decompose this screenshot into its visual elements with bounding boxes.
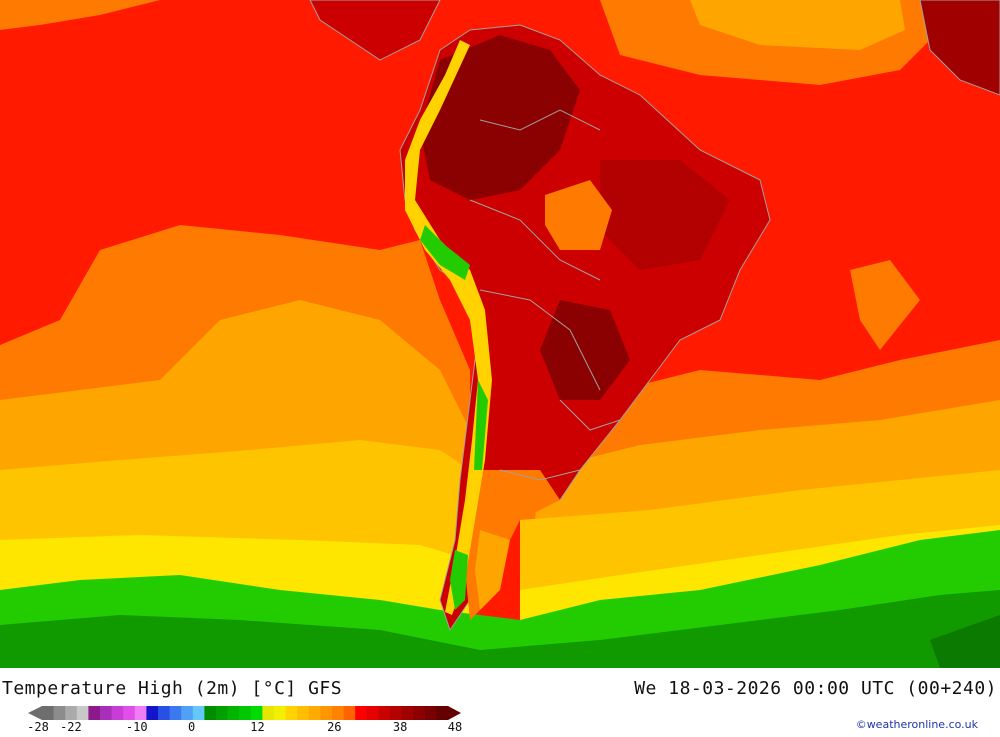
legend-swatch [227,706,240,720]
legend-swatch [401,706,414,720]
legend-labels: -28 -22 -10 0 12 26 38 48 [27,720,462,734]
legend-swatch [76,706,89,720]
legend-swatch [308,706,321,720]
legend-swatch [355,706,368,720]
legend-swatch [436,706,449,720]
land-hottest-amazon [420,35,580,200]
legend-swatch [239,706,252,720]
central-america [309,0,441,61]
credit-link[interactable]: ©weatheronline.co.uk [855,718,978,731]
legend-swatches [28,706,461,720]
country-borders [469,109,621,481]
legend-swatch [111,706,124,720]
ocean-orange-patch-atlantic [850,260,920,350]
legend-swatch [100,706,113,720]
map-datetime: We 18-03-2026 00:00 UTC (00+240) [634,678,997,699]
legend-swatch [332,706,345,720]
legend-swatch [158,706,171,720]
temperature-map [0,0,1000,668]
legend-swatch [366,706,379,720]
legend-tick-label: 26 [327,720,341,733]
legend-swatch [42,706,55,720]
legend-swatch [378,706,391,720]
legend-swatch [88,706,101,720]
land-warm-patch-brazil [545,180,612,250]
legend-arrow-low [28,706,42,720]
legend-swatch [274,706,287,720]
legend-swatch [146,706,159,720]
legend-tick-label: 0 [188,720,195,733]
land-mild-patagonia [475,530,510,610]
map-canvas [0,0,1000,668]
legend-swatch [424,706,437,720]
map-footer [0,668,1000,733]
legend-swatch [320,706,333,720]
legend-swatch [192,706,205,720]
andes-cool-strip [405,40,492,615]
legend-swatch [65,706,78,720]
andes-green-central [474,380,488,470]
color-legend: -28 -22 -10 0 12 26 38 48 [0,700,470,734]
legend-swatch [285,706,298,720]
legend-swatch [343,706,356,720]
legend-tick-label: -22 [60,720,82,733]
legend-swatch [297,706,310,720]
land-hot-brazil [600,160,730,270]
legend-swatch [53,706,66,720]
legend-tick-label: -10 [126,720,148,733]
legend-swatch [123,706,136,720]
ocean-orange-zone-nw [0,0,160,30]
legend-tick-label: 38 [393,720,407,733]
ocean-darkgreen-zone [0,590,1000,668]
legend-swatch [134,706,147,720]
legend-swatch [204,706,217,720]
legend-swatch [262,706,275,720]
legend-swatch [250,706,263,720]
legend-swatch [216,706,229,720]
ocean-deepgreen-zone [930,615,1000,668]
legend-swatch [413,706,426,720]
legend-tick-label: 48 [448,720,462,733]
ocean-amber-zone-north [690,0,905,50]
legend-swatch [169,706,182,720]
africa-corner [919,0,1000,96]
legend-tick-label: -28 [27,720,49,733]
map-title: Temperature High (2m) [°C] GFS [2,678,343,699]
land-hottest-chaco [540,300,630,400]
andes-green-peru [420,225,470,280]
legend-tick-label: 12 [250,720,264,733]
legend-svg: -28 -22 -10 0 12 26 38 48 [27,706,462,734]
andes-green-south [450,550,468,610]
legend-swatch [181,706,194,720]
legend-swatch [390,706,403,720]
legend-arrow-high [448,706,461,720]
